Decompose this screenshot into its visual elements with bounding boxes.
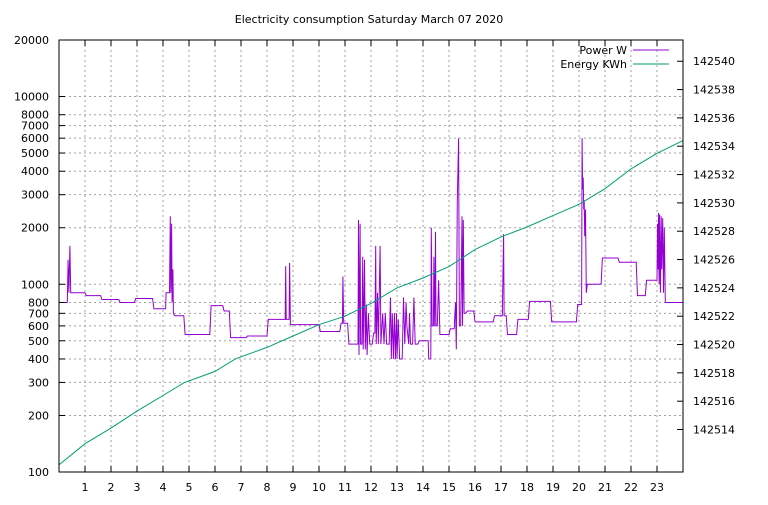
- x-tick-label: 3: [134, 481, 141, 494]
- y-left-tick-label: 300: [28, 376, 49, 389]
- legend: Power W Energy KWh: [560, 44, 669, 71]
- x-tick-label: 17: [494, 481, 508, 494]
- y-right-tick-label: 142526: [693, 254, 735, 267]
- y-left-tick-label: 3000: [21, 189, 49, 202]
- legend-label-energy: Energy KWh: [560, 58, 627, 71]
- y-right-tick-label: 142532: [693, 169, 735, 182]
- x-tick-label: 12: [364, 481, 378, 494]
- y-right-tick-label: 142538: [693, 84, 735, 97]
- x-tick-label: 4: [160, 481, 167, 494]
- series-energy-line: [58, 140, 684, 466]
- x-tick-label: 2: [108, 481, 115, 494]
- x-tick-label: 10: [312, 481, 326, 494]
- x-tick-label: 18: [520, 481, 534, 494]
- x-tick-label: 1: [82, 481, 89, 494]
- y-left-tick-label: 500: [28, 335, 49, 348]
- x-tick-label: 7: [238, 481, 245, 494]
- y-left-tick-label: 5000: [21, 147, 49, 160]
- y-left-tick-label: 6000: [21, 132, 49, 145]
- axis-layer: 1 2 3 4 5 6 7 8 9 10 11 12 13 14 15 16 17 18 19 20 21 22 23100…: [14, 34, 735, 494]
- y-right-tick-label: 142528: [693, 225, 735, 238]
- y-left-tick-label: 700: [28, 307, 49, 320]
- x-tick-label: 15: [442, 481, 456, 494]
- x-tick-label: 16: [468, 481, 482, 494]
- y-right-tick-label: 142536: [693, 112, 735, 125]
- x-tick-label: 23: [650, 481, 664, 494]
- y-left-tick-label: 7000: [21, 120, 49, 133]
- x-tick-label: 8: [264, 481, 271, 494]
- series-layer: [58, 138, 684, 466]
- y-left-tick-label: 8000: [21, 109, 49, 122]
- grid-layer: [59, 40, 683, 472]
- x-tick-label: 11: [338, 481, 352, 494]
- y-left-tick-label: 800: [28, 296, 49, 309]
- y-left-tick-label: 4000: [21, 165, 49, 178]
- chart-title: Electricity consumption Saturday March 0…: [235, 13, 503, 26]
- x-tick-label: 9: [290, 481, 297, 494]
- y-right-tick-label: 142520: [693, 339, 735, 352]
- y-left-tick-label: 100: [28, 466, 49, 479]
- y-right-tick-label: 142540: [693, 55, 735, 68]
- y-left-tick-label: 200: [28, 409, 49, 422]
- y-right-tick-label: 142514: [693, 424, 735, 437]
- y-right-tick-label: 142522: [693, 310, 735, 323]
- y-right-tick-label: 142534: [693, 140, 735, 153]
- y-left-tick-label: 1000: [21, 278, 49, 291]
- y-left-tick-label: 10000: [14, 91, 49, 104]
- x-tick-label: 5: [186, 481, 193, 494]
- x-tick-label: 13: [390, 481, 404, 494]
- series-power-line: [59, 138, 683, 360]
- x-tick-label: 21: [598, 481, 612, 494]
- y-right-tick-label: 142516: [693, 395, 735, 408]
- legend-label-power: Power W: [579, 44, 627, 57]
- y-left-tick-label: 400: [28, 353, 49, 366]
- y-right-tick-label: 142518: [693, 367, 735, 380]
- y-right-tick-label: 142524: [693, 282, 735, 295]
- x-tick-label: 22: [624, 481, 638, 494]
- x-tick-label: 6: [212, 481, 219, 494]
- x-tick-label: 20: [572, 481, 586, 494]
- y-left-tick-label: 2000: [21, 222, 49, 235]
- x-tick-label: 19: [546, 481, 560, 494]
- x-tick-label: 14: [416, 481, 430, 494]
- y-left-tick-label: 600: [28, 320, 49, 333]
- y-left-tick-label: 20000: [14, 34, 49, 47]
- y-right-tick-label: 142530: [693, 197, 735, 210]
